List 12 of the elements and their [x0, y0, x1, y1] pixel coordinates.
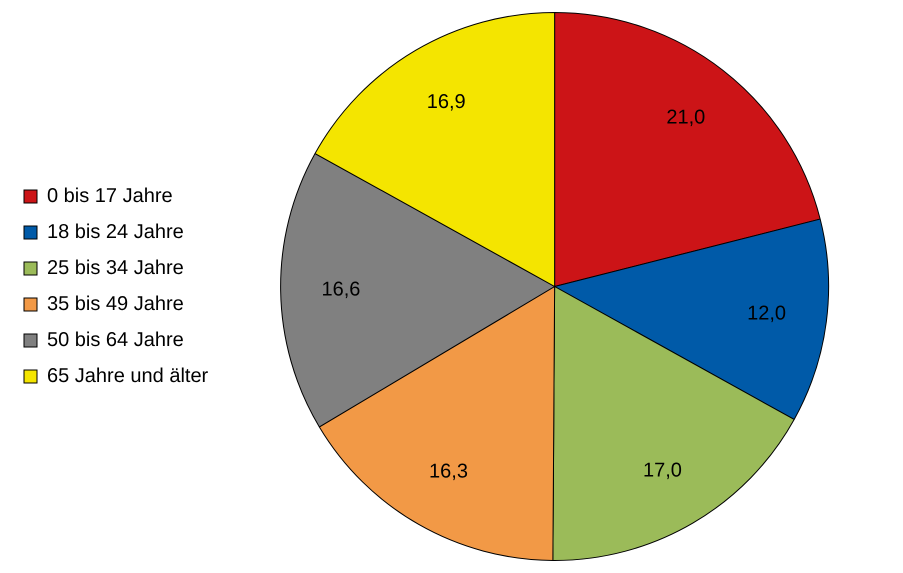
legend-label: 65 Jahre und älter — [47, 365, 209, 388]
data-label: 16,3 — [429, 460, 468, 483]
data-label: 12,0 — [747, 302, 786, 325]
data-label: 21,0 — [666, 106, 706, 128]
legend-label: 25 bis 34 Jahre — [47, 257, 184, 280]
legend-label: 35 bis 49 Jahre — [47, 293, 184, 316]
legend-label: 50 bis 64 Jahre — [47, 329, 184, 352]
data-label: 16,6 — [321, 278, 360, 300]
legend-label: 18 bis 24 Jahre — [47, 221, 184, 244]
data-label: 16,9 — [426, 90, 466, 113]
data-label: 17,0 — [642, 460, 682, 482]
legend-label: 0 bis 17 Jahre — [47, 185, 173, 208]
